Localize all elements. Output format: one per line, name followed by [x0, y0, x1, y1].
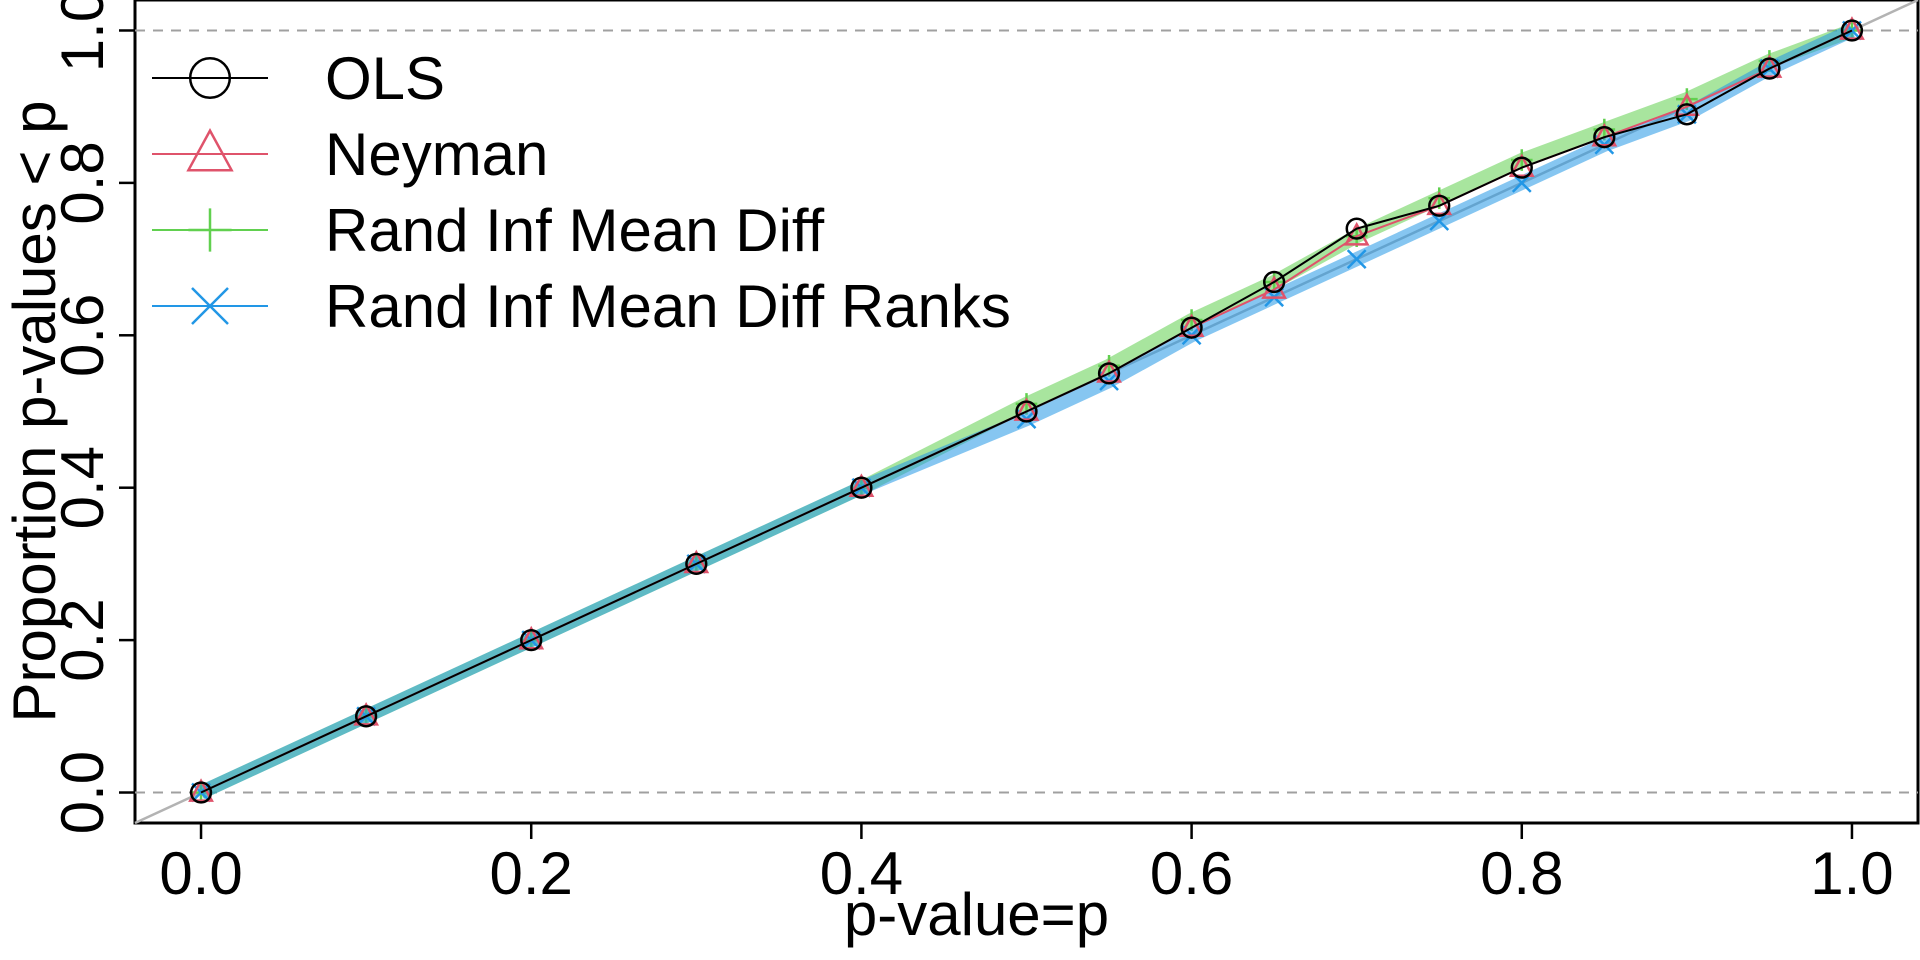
legend-entry-3: Rand Inf Mean Diff Ranks: [152, 273, 1011, 340]
series-0-point-15: [1840, 19, 1864, 42]
series-line-0: [200, 29, 1853, 794]
legend-entry-1: Neyman: [152, 121, 548, 188]
series-0-point-7: [1180, 316, 1203, 339]
legend-marker-1: [186, 127, 234, 172]
series-0-point-9: [1345, 217, 1368, 240]
series-0-point-5: [1015, 400, 1038, 423]
legend-marker-2: [188, 208, 232, 252]
series-1-point-7: [1178, 313, 1205, 338]
y-tick-label-4: 0.8: [49, 141, 116, 224]
y-tick-label-1: 0.2: [49, 598, 116, 681]
series-0-point-13: [1675, 103, 1699, 126]
x-tick-label-4: 0.8: [1480, 840, 1563, 907]
legend-label-1: Neyman: [325, 121, 548, 188]
series-0-point-4: [850, 476, 873, 499]
series-0-point-8: [1262, 270, 1286, 294]
x-tick-label-1: 0.2: [490, 840, 573, 907]
series-0-point-0: [189, 781, 213, 804]
series-0-point-14: [1758, 57, 1781, 80]
series-0: [189, 19, 1864, 804]
series-0-point-1: [354, 705, 378, 728]
series-1-point-6: [1096, 359, 1122, 383]
series-0-point-3: [685, 552, 708, 576]
series-3-point-9: [1346, 249, 1367, 269]
series-1-point-8: [1261, 275, 1288, 299]
series-1-point-15: [1839, 16, 1865, 40]
y-axis-label: Proportion p-values < p: [1, 100, 68, 722]
series-0-point-10: [1428, 194, 1451, 217]
y-tick-label-0: 0.0: [49, 751, 116, 834]
legend-entry-0: OLS: [152, 45, 445, 112]
x-tick-label-2: 0.4: [820, 840, 903, 907]
series-0-point-11: [1510, 156, 1533, 179]
legend-label-3: Rand Inf Mean Diff Ranks: [325, 273, 1011, 340]
series-0-point-2: [520, 628, 543, 652]
legend-marker-3: [191, 287, 229, 325]
legend-entry-2: Rand Inf Mean Diff: [152, 197, 824, 264]
axes: 0.0 0.2 0.4 0.6 0.8 1.0 0.0 0.2 0.4 0.6 0.8 1.0: [49, 0, 1894, 907]
series-0-point-6: [1097, 362, 1121, 385]
y-tick-label-3: 0.6: [49, 294, 116, 377]
x-tick-label-3: 0.6: [1150, 840, 1233, 907]
y-tick-label-5: 1.0: [49, 0, 116, 72]
x-tick-label-5: 1.0: [1810, 840, 1893, 907]
legend: OLS Neyman Rand Inf Mean Diff Rand Inf Mean…: [152, 45, 1011, 340]
legend-label-0: OLS: [325, 45, 445, 112]
series-1-point-9: [1343, 221, 1370, 246]
series-layer: [188, 16, 1865, 804]
y-tick-label-2: 0.4: [49, 446, 116, 529]
x-axis-label: p-value=p: [844, 881, 1109, 948]
legend-label-2: Rand Inf Mean Diff: [325, 197, 824, 264]
x-tick-label-0: 0.0: [159, 840, 242, 907]
series-0-point-12: [1593, 126, 1616, 149]
legend-marker-0: [188, 56, 232, 100]
